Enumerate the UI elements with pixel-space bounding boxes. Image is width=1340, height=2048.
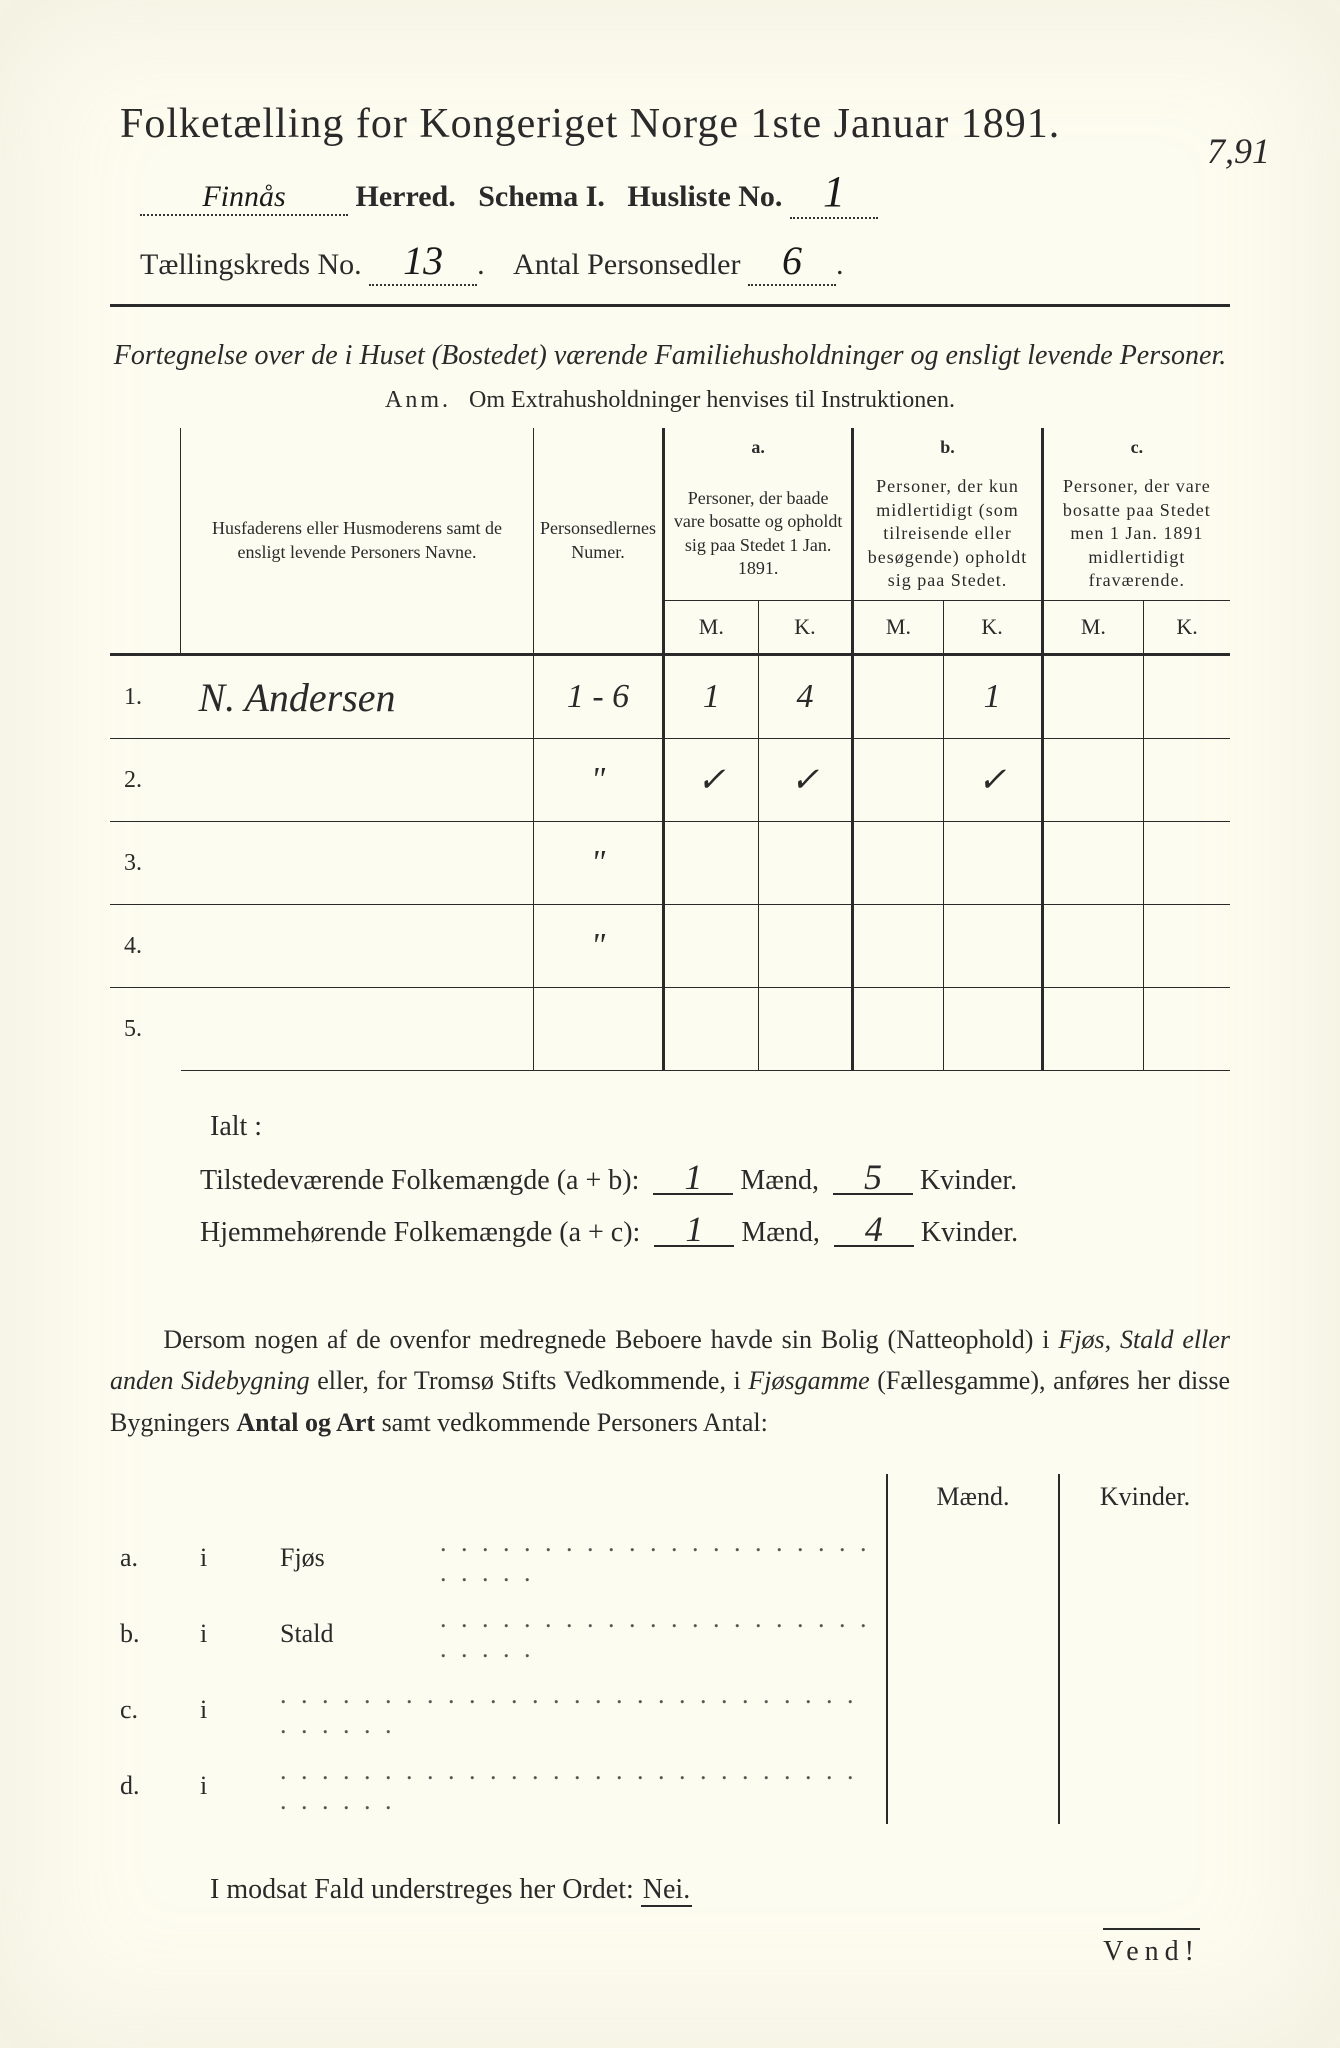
ialt-label: Ialt : bbox=[210, 1111, 1230, 1143]
personsedler-label: Antal Personsedler bbox=[513, 248, 740, 281]
kreds-value: 13 bbox=[369, 237, 477, 286]
anm-prefix: Anm. bbox=[385, 387, 451, 413]
col-c-text: Personer, der vare bosatte paa Stedet me… bbox=[1042, 467, 1230, 600]
header-line-2: Finnås Herred. Schema I. Husliste No. 1 bbox=[140, 166, 1230, 219]
personsedler-value: 6 bbox=[748, 237, 836, 286]
col-b-label: b. bbox=[853, 428, 1042, 467]
col-a-label: a. bbox=[663, 428, 852, 467]
lower-row: d. i . . . . . . . . . . . . . . . . . .… bbox=[110, 1748, 1230, 1824]
c-k: K. bbox=[1144, 601, 1230, 655]
census-form-page: Folketælling for Kongeriget Norge 1ste J… bbox=[0, 0, 1340, 2048]
header-line-3: Tællingskreds No. 13. Antal Personsedler… bbox=[140, 237, 1230, 286]
lower-row: c. i . . . . . . . . . . . . . . . . . .… bbox=[110, 1672, 1230, 1748]
dots-fill: . . . . . . . . . . . . . . . . . . . . … bbox=[430, 1596, 887, 1672]
hjemme-k: 4 bbox=[834, 1213, 914, 1247]
tilstede-m: 1 bbox=[653, 1161, 733, 1195]
col-c-label: c. bbox=[1042, 428, 1230, 467]
lower-row: a. i Fjøs . . . . . . . . . . . . . . . … bbox=[110, 1520, 1230, 1596]
col-blank bbox=[110, 428, 181, 655]
vend-label: Vend! bbox=[1103, 1928, 1200, 1968]
lower-table: Mænd. Kvinder. a. i Fjøs . . . . . . . .… bbox=[110, 1474, 1230, 1824]
main-title: Folketælling for Kongeriget Norge 1ste J… bbox=[120, 100, 1230, 148]
table-row: 2. " ✓ ✓ ✓ bbox=[110, 739, 1230, 822]
nei-word: Nei. bbox=[641, 1874, 692, 1907]
husliste-value: 1 bbox=[790, 166, 878, 219]
margin-note: 7,91 bbox=[1207, 130, 1270, 172]
herred-label: Herred. bbox=[356, 180, 456, 213]
a-m: M. bbox=[663, 601, 758, 655]
table-row: 1. N. Andersen 1 - 6 1 4 1 bbox=[110, 655, 1230, 739]
b-k: K. bbox=[943, 601, 1042, 655]
col-sedler: Personsedlernes Numer. bbox=[534, 428, 664, 655]
totals-row-2: Hjemmehørende Folkemængde (a + c): 1 Mæn… bbox=[200, 1213, 1230, 1249]
col-names: Husfaderens eller Husmoderens samt de en… bbox=[181, 428, 534, 655]
anm-text: Om Extrahusholdninger henvises til Instr… bbox=[469, 387, 955, 413]
lower-kvinder: Kvinder. bbox=[1059, 1474, 1230, 1520]
col-a-text: Personer, der baade vare bosatte og opho… bbox=[663, 467, 852, 600]
totals-block: Ialt : Tilstedeværende Folkemængde (a + … bbox=[200, 1111, 1230, 1249]
subtitle: Fortegnelse over de i Huset (Bostedet) v… bbox=[110, 335, 1230, 377]
paragraph: Dersom nogen af de ovenfor medregnede Be… bbox=[110, 1319, 1230, 1444]
dots-fill: . . . . . . . . . . . . . . . . . . . . … bbox=[270, 1672, 887, 1748]
anm-line: Anm. Om Extrahusholdninger henvises til … bbox=[110, 387, 1230, 414]
table-row: 4. " bbox=[110, 905, 1230, 988]
table-row: 5. bbox=[110, 988, 1230, 1071]
kreds-label: Tællingskreds No. bbox=[140, 248, 362, 281]
dots-fill: . . . . . . . . . . . . . . . . . . . . … bbox=[270, 1748, 887, 1824]
tilstede-k: 5 bbox=[833, 1161, 913, 1195]
lower-maend: Mænd. bbox=[887, 1474, 1059, 1520]
divider-1 bbox=[110, 304, 1230, 307]
c-m: M. bbox=[1042, 601, 1143, 655]
col-b-text: Personer, der kun midlertidigt (som tilr… bbox=[853, 467, 1042, 600]
totals-row-1: Tilstedeværende Folkemængde (a + b): 1 M… bbox=[200, 1161, 1230, 1197]
schema-label: Schema I. bbox=[478, 180, 605, 213]
b-m: M. bbox=[853, 601, 943, 655]
nei-line: I modsat Fald understreges her Ordet: Ne… bbox=[210, 1874, 1230, 1906]
table-row: 3. " bbox=[110, 822, 1230, 905]
lower-row: b. i Stald . . . . . . . . . . . . . . .… bbox=[110, 1596, 1230, 1672]
husliste-label: Husliste No. bbox=[627, 180, 782, 213]
hjemme-m: 1 bbox=[654, 1213, 734, 1247]
herred-value: Finnås bbox=[140, 180, 348, 216]
dots-fill: . . . . . . . . . . . . . . . . . . . . … bbox=[430, 1520, 887, 1596]
a-k: K. bbox=[758, 601, 853, 655]
main-table: Husfaderens eller Husmoderens samt de en… bbox=[110, 428, 1230, 1071]
